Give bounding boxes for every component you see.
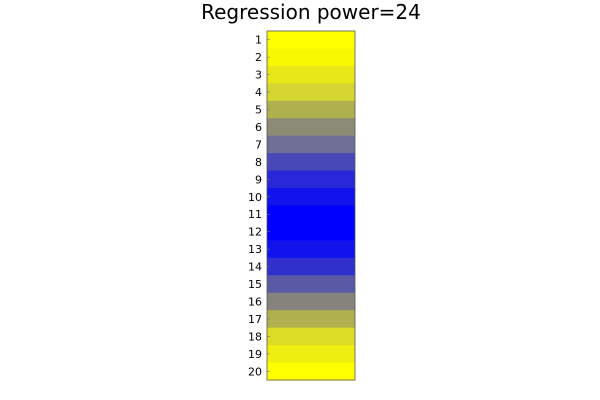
y-tick-label: 9 <box>255 173 262 186</box>
y-tick-label: 19 <box>248 348 262 361</box>
y-tick-label: 13 <box>248 243 262 256</box>
y-tick-label: 7 <box>255 138 262 151</box>
heatmap-cell-7 <box>267 135 355 154</box>
heatmap-cell-18 <box>267 327 355 346</box>
heatmap-cell-1 <box>267 31 355 50</box>
heatmap-cell-4 <box>267 83 355 102</box>
y-tick-label: 14 <box>248 261 262 274</box>
heatmap-cell-16 <box>267 292 355 311</box>
y-tick-label: 18 <box>248 330 262 343</box>
y-tick-label: 16 <box>248 295 262 308</box>
heatmap-cell-13 <box>267 240 355 259</box>
y-tick-label: 17 <box>248 313 262 326</box>
heatmap-cell-20 <box>267 362 355 381</box>
heatmap-cell-15 <box>267 275 355 294</box>
heatmap-cell-17 <box>267 310 355 329</box>
heatmap-cell-3 <box>267 65 355 84</box>
y-tick-label: 4 <box>255 86 262 99</box>
y-tick-label: 20 <box>248 365 262 378</box>
y-tick-label: 11 <box>248 208 262 221</box>
y-tick-label: 1 <box>255 34 262 47</box>
y-tick-label: 12 <box>248 226 262 239</box>
y-tick-label: 6 <box>255 121 262 134</box>
chart-title: Regression power=24 <box>201 0 421 24</box>
y-tick-label: 8 <box>255 156 262 169</box>
y-tick-label: 15 <box>248 278 262 291</box>
heatmap-cell-2 <box>267 48 355 67</box>
heatmap-cell-19 <box>267 345 355 364</box>
heatmap-cell-12 <box>267 222 355 241</box>
heatmap-cell-5 <box>267 100 355 119</box>
y-tick-label: 10 <box>248 191 262 204</box>
y-tick-label: 2 <box>255 51 262 64</box>
heatmap-cell-11 <box>267 205 355 224</box>
plot-frame <box>266 30 356 381</box>
heatmap-cell-14 <box>267 257 355 276</box>
heatmap-cell-6 <box>267 118 355 137</box>
y-tick-label: 3 <box>255 69 262 82</box>
y-tick-label: 5 <box>255 104 262 117</box>
heatmap-cell-10 <box>267 188 355 207</box>
heatmap-cell-8 <box>267 153 355 172</box>
heatmap-cell-9 <box>267 170 355 189</box>
